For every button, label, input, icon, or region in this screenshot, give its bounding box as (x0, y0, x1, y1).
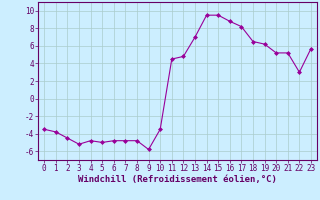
X-axis label: Windchill (Refroidissement éolien,°C): Windchill (Refroidissement éolien,°C) (78, 175, 277, 184)
